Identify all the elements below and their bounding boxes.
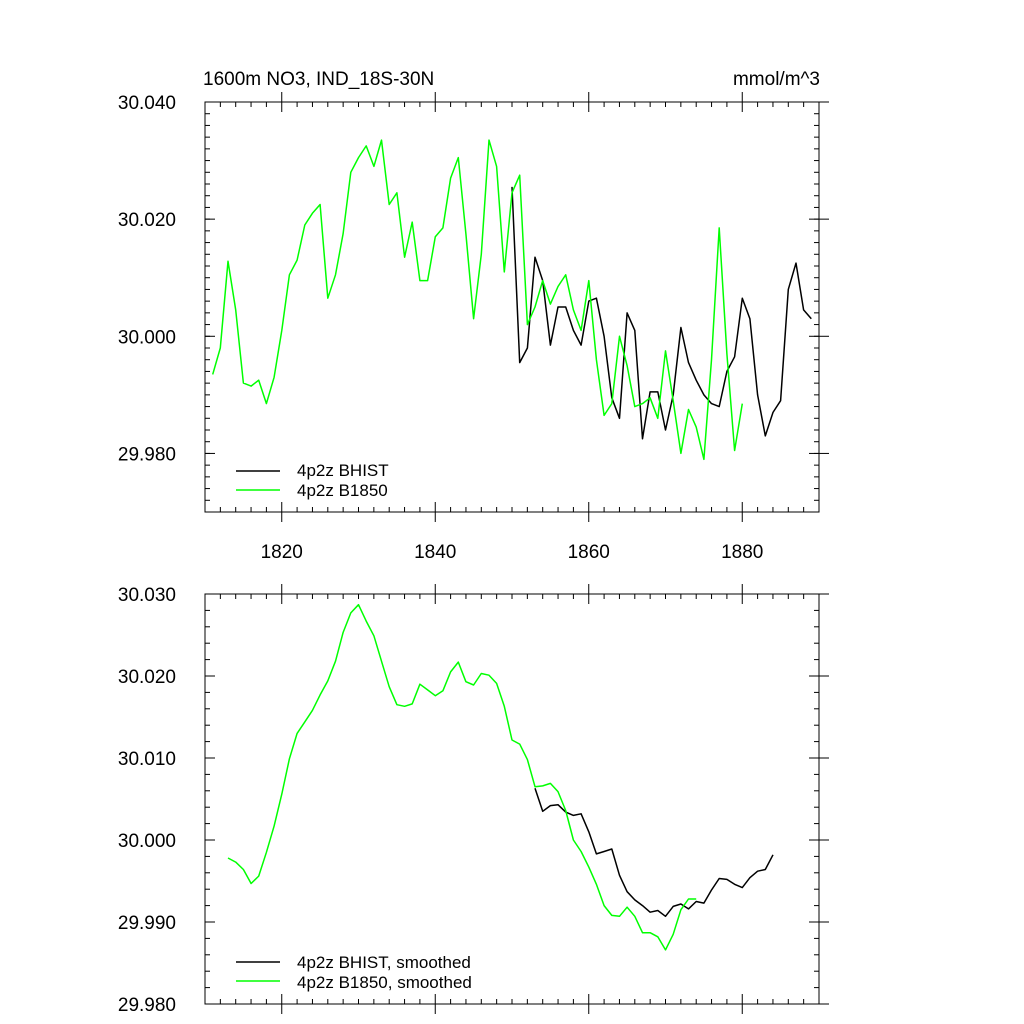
y-tick-label: 30.010 — [118, 749, 176, 770]
x-tick-label: 1860 — [568, 542, 610, 563]
bottom-panel: 29.980 29.990 30.000 30.010 30.020 30.030 4p2… — [118, 584, 829, 1016]
top-ticks: 1820 1840 1860 1880 29.980 30.000 30.020 30.040 — [118, 92, 829, 563]
top-panel: 1600m NO3, IND_18S-30N mmol/m^3 1820 1840… — [118, 69, 829, 563]
y-tick-label: 29.980 — [118, 995, 176, 1016]
legend-label-bhist: 4p2z BHIST — [297, 461, 389, 480]
legend-label-b1850: 4p2z B1850 — [297, 481, 388, 500]
series-line-4p2z-bhist — [511, 186, 812, 440]
legend-label-bhist-smoothed: 4p2z BHIST, smoothed — [297, 953, 471, 972]
x-tick-label: 1880 — [721, 542, 763, 563]
bottom-legend: 4p2z BHIST, smoothed 4p2z B1850, smoothe… — [236, 953, 472, 992]
bottom-ticks: 29.980 29.990 30.000 30.010 30.020 30.030 — [118, 584, 829, 1016]
y-tick-label: 30.000 — [118, 327, 176, 348]
top-panel-units: mmol/m^3 — [733, 69, 820, 90]
x-tick-label: 1820 — [261, 542, 303, 563]
y-tick-label: 30.040 — [118, 93, 176, 114]
y-tick-label: 30.030 — [118, 585, 176, 606]
legend-label-b1850-smoothed: 4p2z B1850, smoothed — [297, 973, 472, 992]
bottom-series-lines — [227, 603, 774, 951]
top-plot-frame — [204, 101, 820, 513]
y-tick-label: 30.020 — [118, 210, 176, 231]
y-tick-label: 30.020 — [118, 667, 176, 688]
series-line-4p2z-bhist-smoothed — [534, 788, 774, 918]
y-tick-label: 29.980 — [118, 444, 176, 465]
y-tick-label: 29.990 — [118, 913, 176, 934]
top-series-lines — [211, 139, 812, 461]
bottom-plot-frame — [204, 593, 820, 1005]
series-line-4p2z-b1850 — [211, 139, 744, 461]
top-panel-title: 1600m NO3, IND_18S-30N — [203, 69, 434, 90]
top-legend: 4p2z BHIST 4p2z B1850 — [236, 461, 389, 500]
x-tick-label: 1840 — [414, 542, 456, 563]
series-line-4p2z-b1850-smoothed — [227, 603, 697, 951]
y-tick-label: 30.000 — [118, 831, 176, 852]
